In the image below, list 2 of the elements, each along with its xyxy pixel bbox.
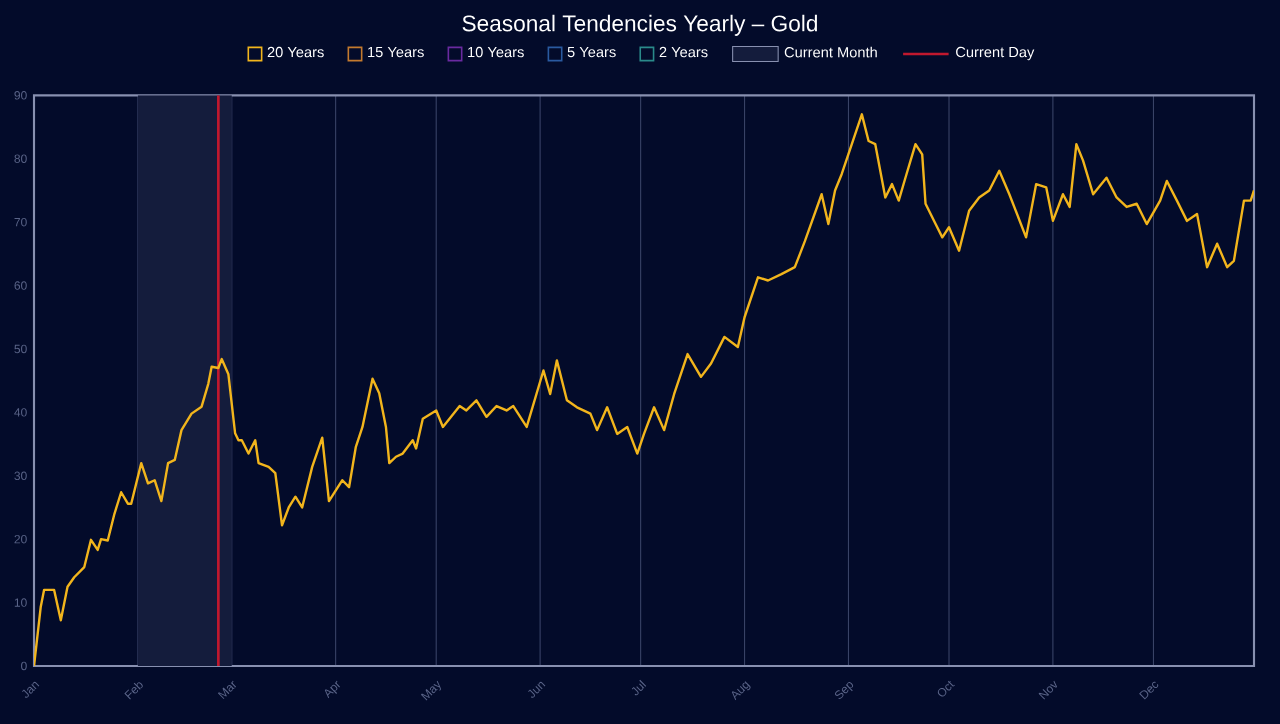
- chart-title: Seasonal Tendencies Yearly – Gold: [462, 14, 817, 36]
- line-series: [34, 113, 1254, 666]
